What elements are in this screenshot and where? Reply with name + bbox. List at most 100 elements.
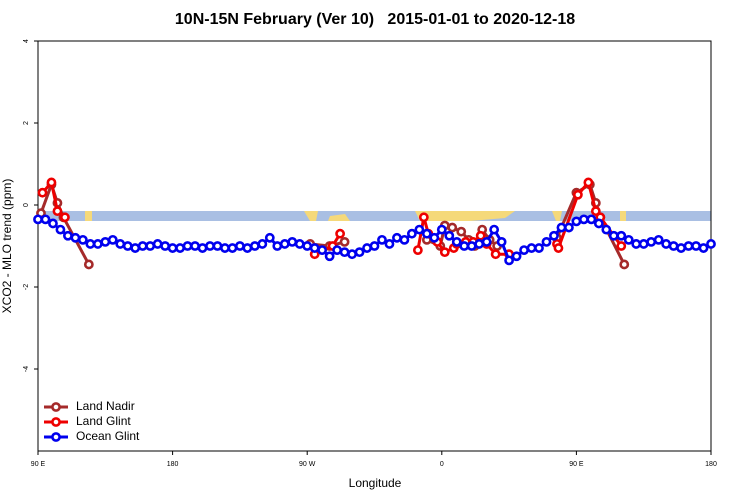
legend-label: Land Nadir [76,399,135,413]
y-tick-label: -2 [23,284,30,290]
point [335,228,346,239]
land-ocean-band [38,211,711,221]
point [37,187,48,198]
point [324,251,335,262]
point [234,241,245,251]
point [578,214,589,225]
point [347,249,357,260]
point [698,243,709,253]
point [145,241,156,251]
point [526,243,537,253]
point [152,239,163,249]
point [583,177,594,188]
point [287,236,298,247]
point [197,243,208,253]
point [332,245,343,255]
point [691,241,701,251]
point [572,189,583,200]
point [590,206,601,217]
x-tick-label: 90 E [569,461,584,468]
point [683,241,694,251]
point [227,243,238,253]
point [490,249,501,260]
point [439,247,450,258]
legend-label: Land Glint [76,414,131,428]
y-axis-label: XCO2 - MLO trend (ppm) [0,179,14,314]
land-patch [304,211,318,221]
point [504,255,514,266]
point [60,212,70,223]
point [706,239,716,249]
point [392,232,402,243]
point [447,222,458,233]
point [661,239,672,249]
point [553,243,564,253]
legend-marker [51,417,61,427]
point [55,224,66,235]
y-tick-label: 2 [23,121,30,125]
y-tick-label: 4 [23,39,30,43]
point [130,243,141,253]
land-patch [85,211,92,221]
point [549,230,559,241]
point [451,236,462,247]
point [33,214,43,225]
y-tick-label: 0 [23,203,30,207]
point [294,239,305,249]
point [668,241,679,251]
point [339,236,350,247]
point [257,239,268,249]
land-patch [620,211,626,221]
point [272,241,283,251]
point [160,241,171,251]
point [317,245,328,255]
land-patch [328,214,350,221]
point [190,241,200,251]
point [481,236,492,247]
point [52,206,63,217]
chart-title: 10N-15N February (Ver 10) 2015-01-01 to … [175,11,575,28]
point [414,224,425,235]
y-tick-label: -4 [23,366,30,372]
point [631,239,642,249]
point [496,236,507,247]
point [92,239,103,249]
point [115,239,126,249]
point [586,214,597,225]
point [384,239,395,249]
point [369,241,380,251]
legend-label: Ocean Glint [76,429,140,443]
point [302,241,313,251]
point [46,177,57,188]
point [377,234,387,245]
point [220,243,230,253]
series [33,214,716,266]
point [100,236,111,247]
x-tick-label: 90 E [31,461,46,468]
point [249,241,260,251]
x-tick-label: 90 W [299,461,316,468]
point [556,222,567,233]
point [122,241,133,251]
point [107,234,118,245]
point [309,243,320,253]
point [646,236,657,247]
point [406,228,417,239]
point [399,234,410,245]
point [40,214,51,225]
point [541,236,552,247]
point [137,241,148,251]
point [466,241,477,251]
point [601,224,612,235]
point [436,224,447,235]
point [421,228,432,239]
point [571,216,582,227]
point [489,224,500,235]
point [519,245,529,255]
x-tick-label: 0 [440,461,444,468]
x-axis-label: Longitude [349,476,402,490]
point [264,232,275,243]
point [608,230,619,241]
point [676,243,686,253]
point [70,232,81,243]
